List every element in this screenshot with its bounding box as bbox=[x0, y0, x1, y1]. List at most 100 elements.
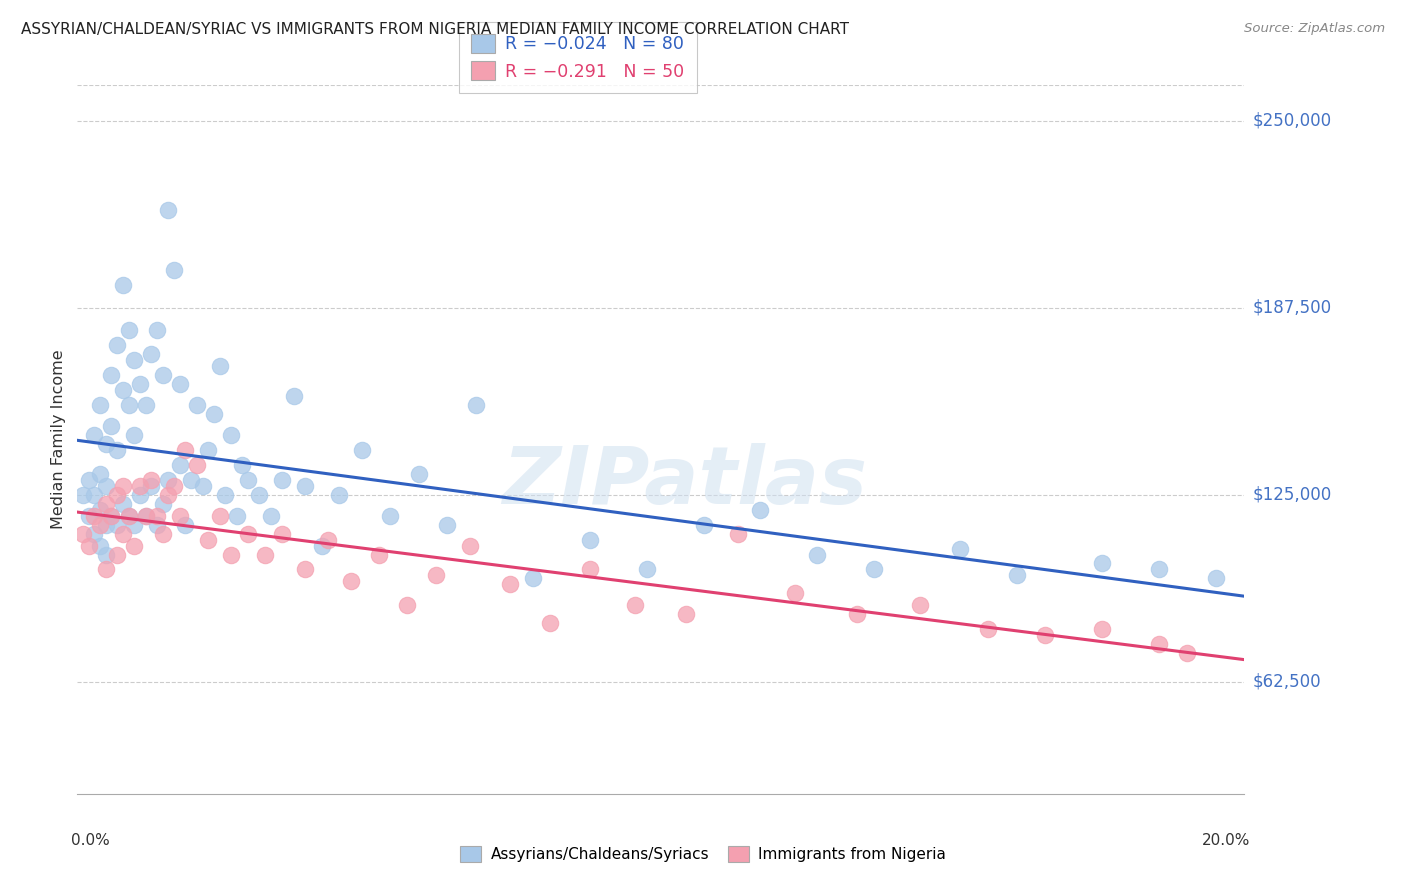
Point bbox=[316, 533, 339, 547]
Point bbox=[458, 539, 481, 553]
Point bbox=[111, 526, 134, 541]
Point bbox=[197, 533, 219, 547]
Point bbox=[522, 571, 544, 585]
Point bbox=[1205, 571, 1227, 585]
Point bbox=[846, 607, 869, 622]
Point bbox=[283, 389, 305, 403]
Point bbox=[169, 508, 191, 523]
Text: $62,500: $62,500 bbox=[1253, 673, 1322, 690]
Point bbox=[83, 526, 105, 541]
Point bbox=[1177, 646, 1199, 660]
Point bbox=[152, 497, 174, 511]
Point bbox=[152, 368, 174, 382]
Point bbox=[111, 478, 134, 492]
Point bbox=[396, 599, 419, 613]
Point bbox=[271, 473, 294, 487]
Point bbox=[89, 517, 111, 532]
Point bbox=[146, 517, 169, 532]
Point bbox=[174, 442, 197, 457]
Point bbox=[949, 541, 972, 556]
Point bbox=[977, 623, 1000, 637]
Point bbox=[806, 548, 828, 562]
Point bbox=[1147, 637, 1170, 651]
Text: 20.0%: 20.0% bbox=[1202, 833, 1250, 848]
Point bbox=[249, 488, 271, 502]
Point bbox=[152, 526, 174, 541]
Point bbox=[180, 473, 202, 487]
Point bbox=[83, 427, 105, 442]
Point bbox=[94, 517, 117, 532]
Point bbox=[294, 478, 316, 492]
Point bbox=[72, 488, 94, 502]
Point bbox=[157, 473, 180, 487]
Point bbox=[117, 508, 139, 523]
Text: Source: ZipAtlas.com: Source: ZipAtlas.com bbox=[1244, 22, 1385, 36]
Text: $125,000: $125,000 bbox=[1253, 485, 1331, 504]
Point bbox=[94, 548, 117, 562]
Point bbox=[908, 599, 931, 613]
Point bbox=[499, 577, 522, 591]
Text: ASSYRIAN/CHALDEAN/SYRIAC VS IMMIGRANTS FROM NIGERIA MEDIAN FAMILY INCOME CORRELA: ASSYRIAN/CHALDEAN/SYRIAC VS IMMIGRANTS F… bbox=[21, 22, 849, 37]
Point bbox=[135, 508, 157, 523]
Point bbox=[141, 347, 163, 361]
Point bbox=[129, 488, 152, 502]
Point bbox=[408, 467, 430, 481]
Point bbox=[464, 398, 486, 412]
Point bbox=[122, 539, 145, 553]
Text: $250,000: $250,000 bbox=[1253, 112, 1331, 129]
Point bbox=[117, 508, 139, 523]
Point bbox=[294, 562, 316, 576]
Text: $187,500: $187,500 bbox=[1253, 299, 1331, 317]
Point bbox=[117, 323, 139, 337]
Point bbox=[129, 376, 152, 391]
Point bbox=[538, 616, 561, 631]
Point bbox=[117, 398, 139, 412]
Point bbox=[260, 508, 283, 523]
Point bbox=[146, 323, 169, 337]
Text: 0.0%: 0.0% bbox=[72, 833, 110, 848]
Point bbox=[129, 478, 152, 492]
Point bbox=[83, 488, 105, 502]
Point bbox=[157, 488, 180, 502]
Point bbox=[727, 526, 749, 541]
Text: ZIPatlas: ZIPatlas bbox=[502, 442, 866, 521]
Point bbox=[105, 488, 128, 502]
Point bbox=[77, 539, 100, 553]
Point bbox=[219, 548, 242, 562]
Point bbox=[1005, 568, 1028, 582]
Point bbox=[105, 517, 128, 532]
Point bbox=[219, 427, 242, 442]
Point bbox=[72, 526, 94, 541]
Point bbox=[122, 517, 145, 532]
Point bbox=[94, 478, 117, 492]
Y-axis label: Median Family Income: Median Family Income bbox=[51, 350, 66, 529]
Point bbox=[863, 562, 886, 576]
Point bbox=[163, 478, 186, 492]
Point bbox=[100, 508, 122, 523]
Point bbox=[122, 353, 145, 368]
Point bbox=[105, 442, 128, 457]
Point bbox=[197, 442, 219, 457]
Point bbox=[783, 586, 806, 600]
Point bbox=[311, 539, 333, 553]
Point bbox=[89, 539, 111, 553]
Point bbox=[146, 508, 169, 523]
Point bbox=[105, 338, 128, 352]
Point bbox=[89, 467, 111, 481]
Point bbox=[254, 548, 277, 562]
Point bbox=[89, 502, 111, 516]
Point bbox=[94, 497, 117, 511]
Point bbox=[100, 418, 122, 433]
Point bbox=[578, 562, 600, 576]
Legend: Assyrians/Chaldeans/Syriacs, Immigrants from Nigeria: Assyrians/Chaldeans/Syriacs, Immigrants … bbox=[454, 840, 952, 868]
Point bbox=[169, 458, 191, 472]
Point bbox=[77, 473, 100, 487]
Point bbox=[1033, 628, 1056, 642]
Point bbox=[157, 203, 180, 218]
Point bbox=[1091, 557, 1114, 571]
Point bbox=[141, 478, 163, 492]
Point bbox=[100, 368, 122, 382]
Point bbox=[231, 458, 253, 472]
Point bbox=[94, 437, 117, 451]
Point bbox=[380, 508, 402, 523]
